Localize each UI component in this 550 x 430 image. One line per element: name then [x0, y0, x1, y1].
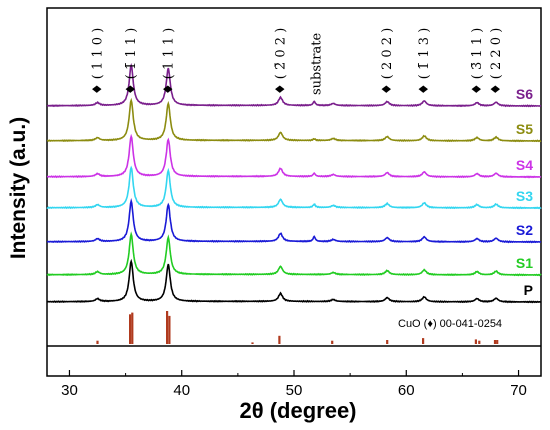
reference-label: CuO (♦) 00-041-0254 — [398, 318, 502, 330]
peak-annotation: substrate — [310, 33, 325, 95]
reference-pattern: CuO (♦) 00-041-0254 — [96, 311, 502, 344]
peak-annotation: ♦ ( 2 0 2 ) — [380, 28, 395, 95]
x-tick-label: 70 — [510, 382, 527, 399]
series-line-s1 — [46, 231, 542, 277]
series-line-s4 — [46, 133, 542, 179]
x-axis: 30 40 50 60 70 — [61, 370, 527, 399]
peak-annotation: ♦ ( 1 1 0 ) — [91, 28, 106, 95]
series-line-s3 — [46, 165, 542, 210]
peak-annotation: ♦ ( 2 2 0 ) — [489, 28, 504, 95]
x-tick-label: 60 — [398, 382, 415, 399]
x-tick-label: 50 — [286, 382, 303, 399]
series-label-s3: S3 — [516, 188, 533, 204]
series-line-s6 — [46, 62, 542, 108]
series-labels: P S1 S2 S3 S4 S5 S6 — [516, 86, 533, 298]
peak-annotation: ♦ ( 2̄ 0 2 ) — [274, 28, 289, 95]
series-label-p: P — [524, 282, 533, 298]
peak-annotations: ♦ ( 1 1 0 ) ♦ ( 1̄ 1 1 ) ♦ ( 1 1 1 ) ♦ ( 2̄… — [91, 28, 505, 95]
peak-annotation: ♦ ( 1̄ 1 1 ) — [124, 28, 139, 95]
series-label-s6: S6 — [516, 86, 533, 102]
series-lines — [46, 62, 542, 304]
series-label-s2: S2 — [516, 222, 533, 238]
peak-annotation: ♦ ( 1 1 1 ) — [161, 28, 176, 95]
series-line-s2 — [46, 197, 542, 244]
x-tick-label: 30 — [61, 382, 78, 399]
series-label-s5: S5 — [516, 121, 533, 137]
series-line-p — [46, 258, 542, 304]
peak-annotation: ♦ ( 3̄ 1 1 ) — [470, 28, 485, 95]
series-label-s1: S1 — [516, 255, 533, 271]
x-tick-label: 40 — [173, 382, 190, 399]
y-axis-title: Intensity (a.u.) — [7, 117, 30, 259]
peak-annotation: ♦ ( 1̄ 1 3 ) — [417, 28, 432, 95]
x-axis-title: 2θ (degree) — [239, 398, 356, 423]
series-label-s4: S4 — [516, 157, 533, 173]
series-line-s5 — [46, 97, 542, 143]
